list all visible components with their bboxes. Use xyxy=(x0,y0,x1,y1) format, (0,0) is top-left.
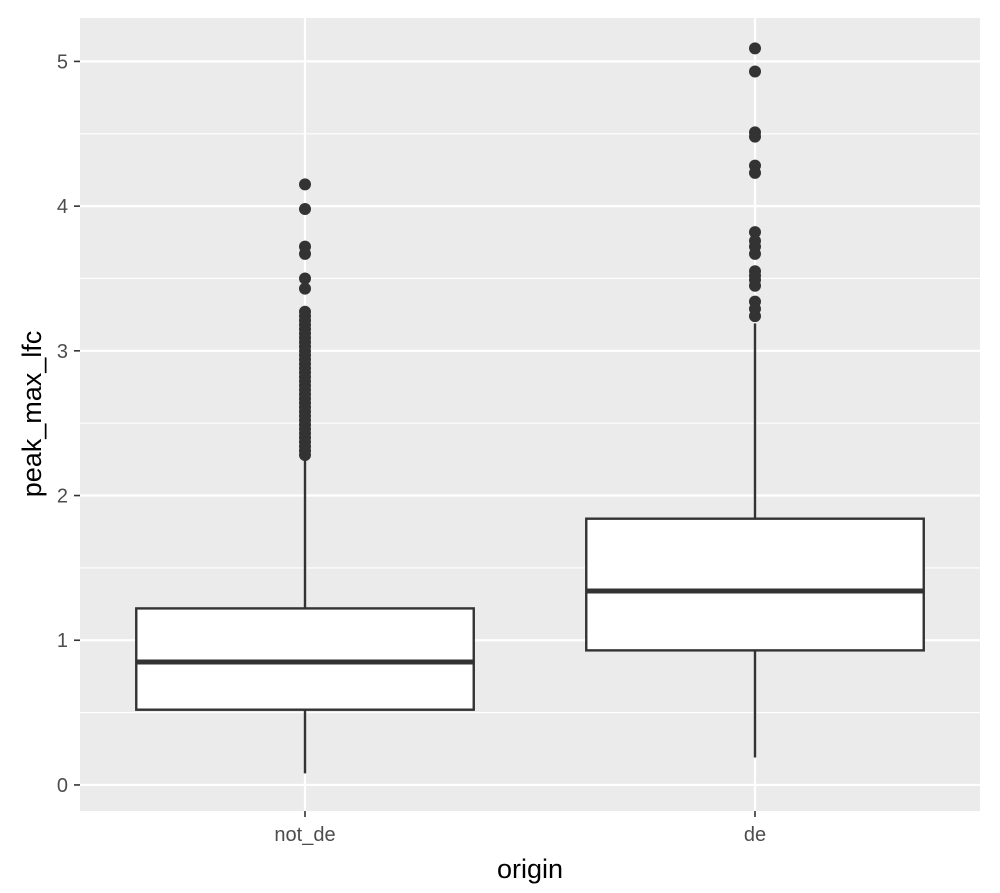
x-axis-title: origin xyxy=(497,854,563,884)
y-tick-label: 2 xyxy=(57,486,68,508)
outlier-point xyxy=(749,247,761,260)
y-axis: 0 1 2 3 4 5 xyxy=(57,51,80,797)
outlier-point xyxy=(299,203,311,216)
outlier-point xyxy=(749,130,761,143)
box-not_de xyxy=(135,178,475,774)
outlier-point xyxy=(749,42,761,55)
outlier-point xyxy=(299,449,311,462)
outlier-point xyxy=(299,272,311,285)
outlier-point xyxy=(749,310,761,323)
boxes xyxy=(135,42,925,774)
x-axis: not_de de xyxy=(274,811,766,846)
outlier-point xyxy=(749,279,761,292)
outlier-point xyxy=(299,282,311,295)
y-tick-label: 5 xyxy=(57,51,68,73)
outlier-point xyxy=(749,166,761,179)
box-de xyxy=(585,42,925,758)
minor-gridlines xyxy=(80,133,980,714)
box-iqr xyxy=(585,517,925,652)
y-tick-label: 3 xyxy=(57,341,68,363)
outlier-point xyxy=(749,226,761,239)
x-tick-label: de xyxy=(744,824,766,846)
y-tick-label: 4 xyxy=(57,196,68,218)
y-axis-title: peak_max_lfc xyxy=(17,331,47,498)
outlier-point xyxy=(749,65,761,78)
outlier-point xyxy=(299,247,311,260)
outlier-point xyxy=(299,178,311,191)
y-tick-label: 1 xyxy=(57,630,68,652)
box-iqr xyxy=(135,607,475,711)
y-tick-label: 0 xyxy=(57,775,68,797)
x-tick-label: not_de xyxy=(274,824,335,846)
